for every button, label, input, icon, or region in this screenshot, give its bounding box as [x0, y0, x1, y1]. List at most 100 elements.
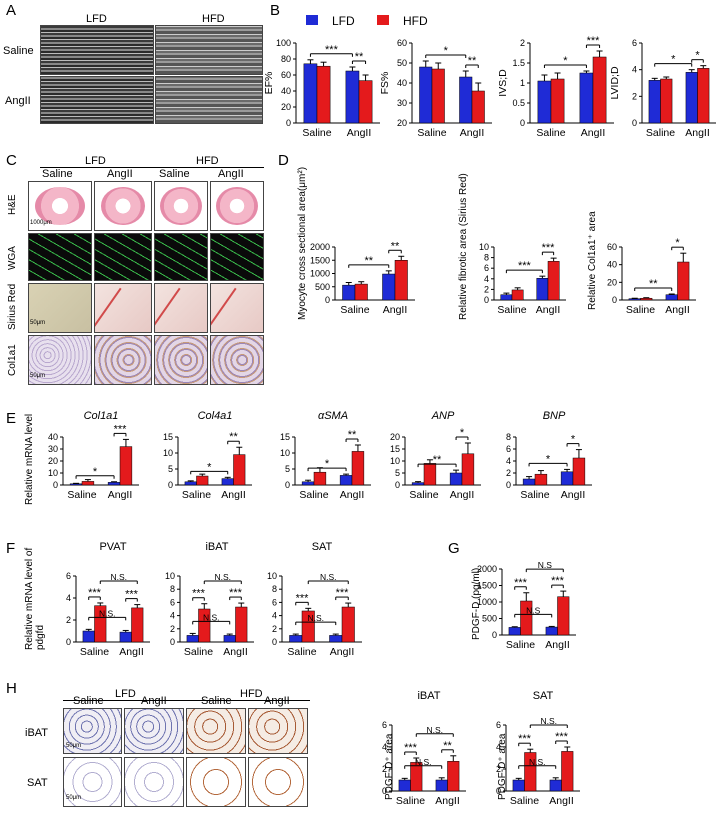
- x-tick-label: Saline: [626, 304, 655, 316]
- y-tick-label: 2000: [310, 242, 330, 252]
- panel-label-h: H: [6, 680, 17, 697]
- bar-lfd-saline: [301, 481, 315, 486]
- ihc-lfd-label: LFD: [115, 688, 136, 700]
- y-tick-label: 1000: [477, 597, 497, 607]
- x-tick-label: AngII: [536, 304, 561, 316]
- bar-hfd-angii: [561, 751, 574, 792]
- bar-lfd-angii: [536, 278, 549, 301]
- ihc-ibat-lfd-saline: [63, 708, 122, 754]
- x-tick-label: AngII: [347, 127, 372, 139]
- bar-lfd-angii: [459, 76, 473, 124]
- sig-label: ***: [192, 588, 206, 600]
- y-tick-label: 10: [163, 448, 173, 458]
- x-tick-label: AngII: [549, 795, 574, 807]
- y-tick-label: 1500: [310, 255, 330, 265]
- sig-label: *: [675, 237, 680, 249]
- ylabel-cross: Myocyte cross sectional area(μm²): [297, 166, 308, 320]
- y-tick-label: 500: [315, 282, 330, 292]
- sig-label: ***: [114, 423, 128, 435]
- sig-label: ***: [551, 575, 565, 587]
- y-tick-label: 5: [168, 464, 173, 474]
- y-tick-label: 10: [280, 448, 290, 458]
- sig-label: N.S.: [111, 572, 128, 582]
- wga-hfd-saline: [154, 233, 208, 281]
- y-tick-label: 40: [607, 260, 617, 270]
- scale-col1a1: 50μm: [30, 373, 46, 379]
- sig-label: *: [571, 434, 576, 446]
- y-tick-label: 6: [632, 38, 637, 48]
- chart-title: αSMA: [318, 410, 348, 422]
- bar-lfd-angii: [560, 471, 574, 486]
- echo-saline-label: Saline: [3, 45, 34, 57]
- sig-label: **: [391, 240, 400, 252]
- y-tick-label: 0: [53, 480, 58, 490]
- y-tick-label: 0: [492, 630, 497, 640]
- sig-label: N.S.: [541, 716, 558, 726]
- ihc-ibat-lfd-angii: [124, 708, 184, 754]
- y-tick-label: 0: [325, 295, 330, 305]
- y-tick-label: 0: [632, 118, 637, 128]
- x-tick-label: Saline: [646, 127, 675, 139]
- sig-label: ***: [229, 587, 243, 599]
- y-tick-label: 20: [390, 432, 400, 442]
- sig-label: *: [460, 427, 465, 439]
- sig-label: ***: [296, 592, 310, 604]
- sirius-hfd-angii: [210, 283, 264, 333]
- ihc-ibat-hfd-saline: [186, 708, 246, 754]
- bar-hfd-angii: [447, 761, 460, 792]
- histo-col1-saline: Saline: [42, 168, 73, 180]
- x-tick-label: Saline: [80, 646, 109, 658]
- sig-label: ***: [542, 242, 556, 254]
- y-tick-label: 6: [170, 597, 175, 607]
- y-tick-label: 20: [48, 456, 58, 466]
- sig-label: **: [649, 278, 658, 290]
- chart-title: ANP: [431, 410, 455, 422]
- y-tick-label: 100: [276, 38, 291, 48]
- y-tick-label: 2: [170, 624, 175, 634]
- he-hfd-saline: [154, 181, 208, 231]
- y-tick-label: 10: [390, 456, 400, 466]
- bar-lfd-saline: [508, 627, 521, 636]
- y-tick-label: 2: [506, 468, 511, 478]
- sig-label: **: [443, 740, 452, 752]
- x-tick-label: Saline: [417, 127, 446, 139]
- sig-label: ***: [404, 742, 418, 754]
- chart-title: iBAT: [417, 690, 440, 702]
- histo-lfd-line: [40, 167, 158, 168]
- bar-lfd-saline: [628, 298, 641, 301]
- x-tick-label: Saline: [184, 646, 213, 658]
- bar-lfd-angii: [449, 472, 463, 486]
- histo-lfd-label: LFD: [85, 155, 106, 167]
- panel-label-a: A: [6, 2, 17, 19]
- he-lfd-angii: [94, 181, 152, 231]
- y-tick-label: 1: [520, 78, 525, 88]
- wga-lfd-saline: [28, 233, 92, 281]
- panel-label-c: C: [6, 152, 17, 169]
- bar-lfd-angii: [107, 482, 121, 486]
- bar-hfd-saline: [313, 471, 327, 486]
- y-tick-label: 2: [272, 624, 277, 634]
- y-tick-label: 10: [267, 571, 277, 581]
- y-tick-label: 15: [390, 444, 400, 454]
- chart-title: SAT: [312, 541, 333, 553]
- y-tick-label: 1.5: [512, 58, 525, 68]
- y-tick-label: 4: [496, 742, 501, 752]
- sig-label: N.S.: [307, 613, 324, 623]
- ylabel-mrna: Relative mRNA level: [24, 413, 35, 505]
- y-tick-label: 30: [397, 98, 407, 108]
- he-lfd-saline: [28, 181, 92, 231]
- ihc-col2-angii: AngII: [141, 695, 167, 707]
- ihc-row-ibat: iBAT: [25, 727, 49, 739]
- ylabel-pdgfd-mrna: Relative mRNA level of pdgfd: [24, 547, 46, 650]
- sig-label: **: [355, 51, 364, 63]
- histo-col2-angii: AngII: [107, 168, 133, 180]
- bar-lfd-saline: [419, 66, 433, 124]
- y-tick-label: 0: [286, 118, 291, 128]
- bar-hfd-angii: [235, 606, 248, 643]
- y-tick-label: 0: [66, 637, 71, 647]
- x-tick-label: Saline: [497, 304, 526, 316]
